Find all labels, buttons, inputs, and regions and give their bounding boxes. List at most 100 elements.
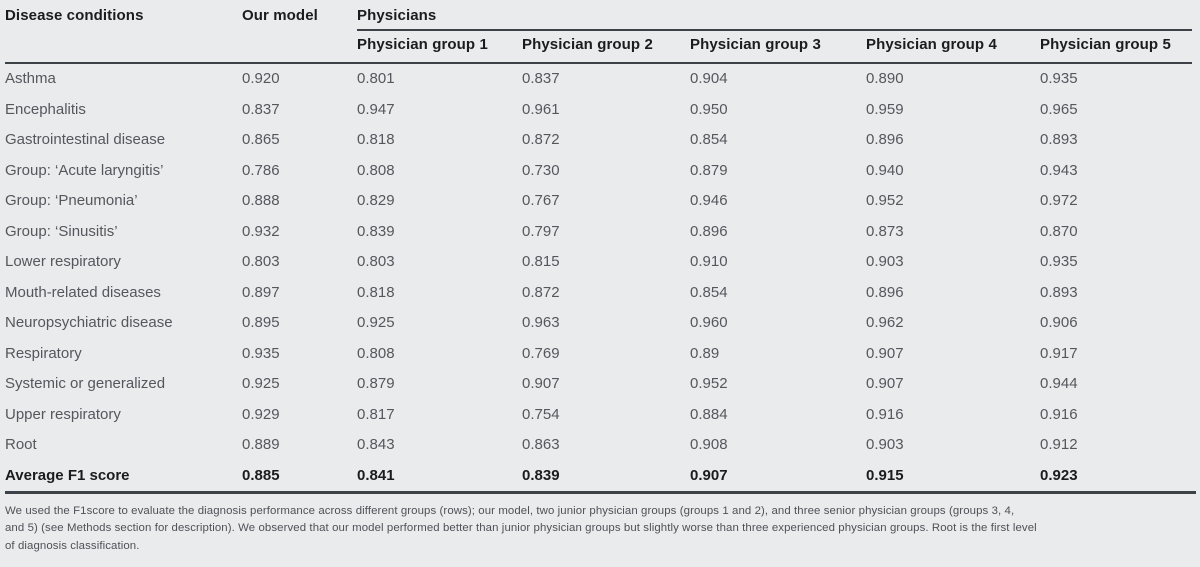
score-cell: 0.870 bbox=[1040, 222, 1078, 240]
score-cell: 0.786 bbox=[242, 161, 280, 179]
score-cell: 0.952 bbox=[866, 192, 904, 209]
table-row: Mouth-related diseases 0.897 0.818 0.872 0.8… bbox=[5, 278, 1200, 309]
score-cell: 0.960 bbox=[690, 314, 728, 331]
score-cell: 0.944 bbox=[1040, 375, 1078, 392]
table-row: Asthma 0.920 0.801 0.837 0.904 0.890 0.935 bbox=[5, 64, 1200, 95]
score-cell: 0.893 bbox=[1040, 283, 1078, 301]
score-cell: 0.935 bbox=[242, 344, 280, 362]
disease-name-cell: Group: ‘Sinusitis’ bbox=[5, 222, 118, 240]
score-cell: 0.879 bbox=[690, 161, 728, 179]
table-row: Group: ‘Pneumonia’ 0.888 0.829 0.767 0.946 0.… bbox=[5, 186, 1200, 217]
score-cell: 0.896 bbox=[690, 222, 728, 240]
column-header-physician-group-2: Physician group 2 bbox=[522, 36, 653, 53]
score-cell: 0.888 bbox=[242, 192, 280, 209]
score-cell: 0.947 bbox=[357, 100, 395, 118]
table-row: Respiratory 0.935 0.808 0.769 0.89 0.907 0.917 bbox=[5, 339, 1200, 370]
score-cell: 0.754 bbox=[522, 405, 560, 423]
score-cell: 0.730 bbox=[522, 161, 560, 179]
column-header-physician-group-3: Physician group 3 bbox=[690, 36, 821, 53]
score-cell: 0.916 bbox=[866, 405, 904, 423]
score-cell: 0.808 bbox=[357, 161, 395, 179]
column-header-physician-group-4: Physician group 4 bbox=[866, 36, 997, 53]
score-cell: 0.907 bbox=[522, 375, 560, 392]
disease-name-cell: Group: ‘Pneumonia’ bbox=[5, 192, 138, 209]
score-cell: 0.884 bbox=[690, 405, 728, 423]
header-divider-rule bbox=[5, 62, 1192, 64]
score-cell: 0.863 bbox=[522, 436, 560, 453]
score-cell: 0.903 bbox=[866, 436, 904, 453]
score-cell: 0.889 bbox=[242, 436, 280, 453]
score-cell: 0.929 bbox=[242, 405, 280, 423]
score-cell: 0.950 bbox=[690, 100, 728, 118]
disease-name-cell: Neuropsychiatric disease bbox=[5, 314, 173, 331]
column-header-physician-group-1: Physician group 1 bbox=[357, 36, 488, 53]
score-cell: 0.940 bbox=[866, 161, 904, 179]
column-header-our-model: Our model bbox=[242, 7, 318, 24]
column-header-physician-group-5: Physician group 5 bbox=[1040, 36, 1171, 53]
score-cell: 0.815 bbox=[522, 253, 560, 270]
disease-name-cell: Root bbox=[5, 436, 37, 453]
score-cell: 0.843 bbox=[357, 436, 395, 453]
table-row: Systemic or generalized 0.925 0.879 0.907 0.… bbox=[5, 369, 1200, 400]
score-cell: 0.837 bbox=[522, 70, 560, 87]
score-cell: 0.961 bbox=[522, 100, 560, 118]
score-cell: 0.839 bbox=[522, 466, 560, 484]
table-row: Gastrointestinal disease 0.865 0.818 0.872 0… bbox=[5, 125, 1200, 156]
score-cell: 0.959 bbox=[866, 100, 904, 118]
table-row: Lower respiratory 0.803 0.803 0.815 0.910 0.9… bbox=[5, 247, 1200, 278]
score-cell: 0.841 bbox=[357, 466, 395, 484]
score-cell: 0.829 bbox=[357, 192, 395, 209]
score-cell: 0.943 bbox=[1040, 161, 1078, 179]
caption-line: We used the F1score to evaluate the diag… bbox=[5, 504, 1015, 517]
score-cell: 0.932 bbox=[242, 222, 280, 240]
score-cell: 0.803 bbox=[242, 253, 280, 270]
score-cell: 0.907 bbox=[866, 344, 904, 362]
score-cell: 0.915 bbox=[866, 466, 904, 484]
physicians-group-label: Physicians bbox=[357, 7, 437, 24]
disease-name-cell: Group: ‘Acute laryngitis’ bbox=[5, 161, 164, 179]
score-cell: 0.803 bbox=[357, 253, 395, 270]
score-cell: 0.906 bbox=[1040, 314, 1078, 331]
score-cell: 0.854 bbox=[690, 131, 728, 148]
score-cell: 0.904 bbox=[690, 70, 728, 87]
table-body: Asthma 0.920 0.801 0.837 0.904 0.890 0.935 Ence… bbox=[5, 64, 1200, 491]
disease-name-cell: Respiratory bbox=[5, 344, 82, 362]
score-cell: 0.903 bbox=[866, 253, 904, 270]
score-cell: 0.935 bbox=[1040, 253, 1078, 270]
table-bottom-rule bbox=[5, 491, 1196, 494]
score-cell: 0.818 bbox=[357, 283, 395, 301]
score-cell: 0.801 bbox=[357, 70, 395, 87]
score-cell: 0.89 bbox=[690, 344, 720, 362]
score-cell: 0.854 bbox=[690, 283, 728, 301]
score-cell: 0.890 bbox=[866, 70, 904, 87]
score-cell: 0.896 bbox=[866, 131, 904, 148]
score-cell: 0.946 bbox=[690, 192, 728, 209]
score-cell: 0.895 bbox=[242, 314, 280, 331]
average-row: Average F1 score 0.885 0.841 0.839 0.907 0.91… bbox=[5, 461, 1200, 492]
score-cell: 0.952 bbox=[690, 375, 728, 392]
table-row: Group: ‘Acute laryngitis’ 0.786 0.808 0.730… bbox=[5, 156, 1200, 187]
score-cell: 0.885 bbox=[242, 466, 280, 484]
score-cell: 0.808 bbox=[357, 344, 395, 362]
score-cell: 0.896 bbox=[866, 283, 904, 301]
disease-name-cell: Average F1 score bbox=[5, 466, 130, 484]
physicians-group-header: Physicians bbox=[357, 7, 1192, 31]
disease-name-cell: Systemic or generalized bbox=[5, 375, 166, 392]
score-cell: 0.917 bbox=[1040, 344, 1078, 362]
score-cell: 0.907 bbox=[690, 466, 728, 484]
score-cell: 0.818 bbox=[357, 131, 395, 148]
disease-name-cell: Upper respiratory bbox=[5, 405, 121, 423]
score-cell: 0.837 bbox=[242, 100, 280, 118]
disease-name-cell: Encephalitis bbox=[5, 100, 86, 118]
table-caption: We used the F1score to evaluate the diag… bbox=[5, 503, 1200, 556]
score-cell: 0.925 bbox=[357, 314, 395, 331]
score-cell: 0.797 bbox=[522, 222, 560, 240]
score-cell: 0.912 bbox=[1040, 436, 1078, 453]
score-cell: 0.925 bbox=[242, 375, 280, 392]
score-cell: 0.767 bbox=[522, 192, 560, 209]
score-cell: 0.910 bbox=[690, 253, 728, 270]
score-cell: 0.972 bbox=[1040, 192, 1078, 209]
disease-name-cell: Lower respiratory bbox=[5, 253, 121, 270]
score-cell: 0.817 bbox=[357, 405, 395, 423]
